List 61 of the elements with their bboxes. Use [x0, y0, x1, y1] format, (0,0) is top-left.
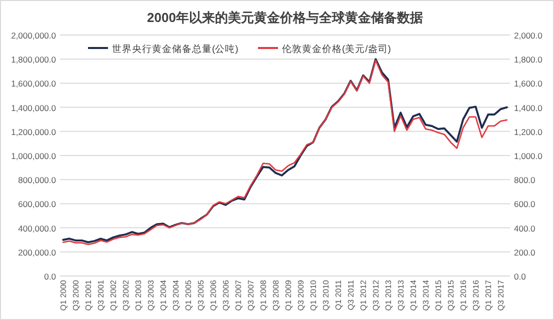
x-tick-label: Q3 2012 — [372, 279, 381, 311]
x-tick-label: Q3 2003 — [146, 279, 156, 311]
x-tick-label: Q3 2011 — [346, 279, 356, 310]
y-tick-label: 400,000.0 — [18, 223, 56, 234]
x-tick-label: Q1 2006 — [209, 279, 218, 311]
x-tick-label: Q1 2015 — [434, 279, 444, 311]
x-tick-label: Q3 2017 — [496, 279, 506, 311]
y-tick-label: 1,400,000.0 — [11, 102, 56, 113]
x-tick-label: Q1 2016 — [459, 279, 468, 311]
x-tick-label: Q1 2011 — [334, 279, 344, 310]
x-tick-label: Q1 2007 — [234, 279, 244, 311]
x-tick-label: Q3 2001 — [96, 279, 106, 311]
x-tick-label: Q1 2010 — [309, 279, 318, 311]
x-tick-label: Q1 2000 — [59, 279, 68, 311]
x-tick-label: Q1 2003 — [134, 279, 144, 311]
y-tick-label: 600,000.0 — [18, 199, 56, 210]
y2-tick-label: 600.0 — [514, 199, 536, 210]
x-tick-label: Q1 2012 — [359, 279, 368, 311]
y-tick-label: 800,000.0 — [18, 175, 56, 186]
x-tick-label: Q1 2014 — [409, 279, 418, 311]
y2-tick-label: 1,800.0 — [514, 54, 543, 65]
y2-tick-label: 200.0 — [514, 247, 536, 258]
legend-label: 伦敦黄金价格(美元/盎司) — [282, 43, 391, 55]
x-tick-label: Q1 2004 — [159, 279, 168, 311]
x-tick-label: Q3 2004 — [172, 279, 181, 311]
chart-title: 2000年以来的美元黄金价格与全球黄金储备数据 — [147, 10, 423, 25]
x-tick-label: Q3 2007 — [246, 279, 256, 311]
x-tick-label: Q1 2002 — [109, 279, 118, 311]
y2-tick-label: 1,400.0 — [514, 102, 543, 113]
x-tick-label: Q1 2017 — [484, 279, 494, 311]
y-tick-label: 200,000.0 — [18, 247, 56, 258]
y2-tick-label: 1,000.0 — [514, 151, 543, 161]
x-tick-label: Q1 2005 — [184, 279, 194, 311]
x-tick-label: Q1 2001 — [84, 279, 94, 311]
x-tick-label: Q1 2008 — [259, 279, 268, 311]
x-tick-label: Q3 2015 — [446, 279, 456, 311]
y-tick-label: 0.0 — [44, 272, 56, 282]
y2-tick-label: 400.0 — [514, 223, 536, 234]
y-tick-label: 1,600,000.0 — [11, 78, 56, 89]
y-tick-label: 1,800,000.0 — [11, 54, 56, 65]
y-tick-label: 1,000,000.0 — [11, 151, 56, 161]
y2-tick-label: 1,600.0 — [514, 78, 543, 89]
x-tick-label: Q3 2006 — [222, 279, 231, 311]
x-tick-label: Q1 2009 — [284, 279, 294, 311]
x-tick-label: Q3 2005 — [196, 279, 206, 311]
y-tick-label: 1,200,000.0 — [11, 126, 56, 137]
y2-tick-label: 800.0 — [514, 175, 536, 186]
y2-tick-label: 0.0 — [514, 272, 526, 282]
x-tick-label: Q3 2013 — [396, 279, 406, 311]
x-tick-label: Q3 2014 — [422, 279, 431, 311]
x-tick-label: Q3 2009 — [296, 279, 306, 311]
y2-tick-label: 2,000.0 — [514, 30, 543, 40]
x-tick-label: Q1 2013 — [384, 279, 394, 311]
x-tick-label: Q3 2010 — [322, 279, 331, 311]
x-tick-label: Q3 2000 — [72, 279, 81, 311]
y2-tick-label: 1,200.0 — [514, 126, 543, 137]
legend-label: 世界央行黄金储备总量(公吨) — [112, 43, 238, 55]
x-tick-label: Q3 2008 — [272, 279, 281, 311]
x-tick-label: Q3 2016 — [472, 279, 481, 311]
x-tick-label: Q3 2002 — [122, 279, 131, 311]
y-tick-label: 2,000,000.0 — [11, 30, 56, 40]
